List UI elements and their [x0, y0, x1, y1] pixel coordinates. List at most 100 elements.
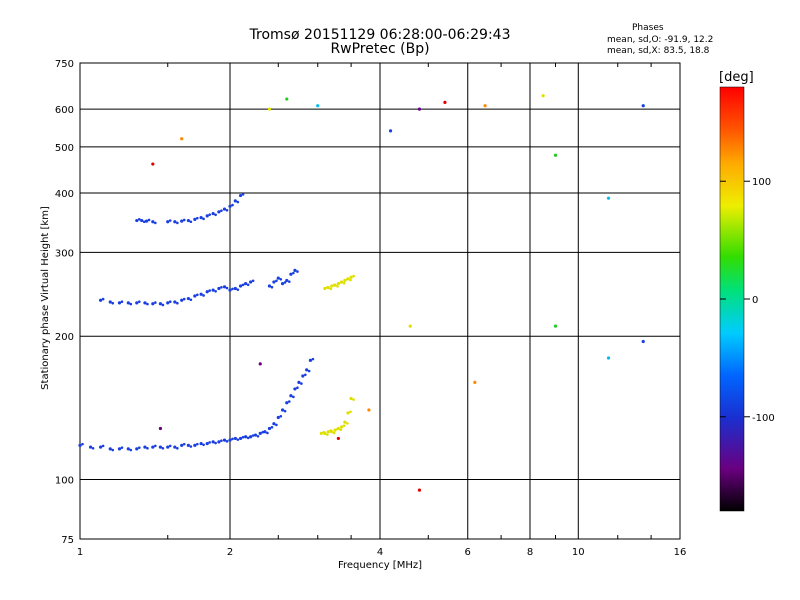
data-point	[81, 442, 84, 446]
data-point	[342, 281, 346, 285]
data-point	[483, 104, 487, 108]
data-point	[111, 448, 115, 452]
data-point	[166, 301, 170, 305]
data-point	[283, 281, 287, 284]
data-point	[236, 288, 240, 291]
data-point	[238, 193, 243, 198]
data-point	[205, 290, 209, 294]
data-point	[186, 296, 190, 301]
data-point	[146, 302, 149, 306]
data-point	[101, 444, 105, 448]
data-point	[117, 447, 122, 451]
data-point	[140, 218, 144, 223]
data-point	[225, 440, 229, 443]
data-point	[231, 437, 234, 441]
data-point	[144, 219, 149, 223]
data-point	[126, 301, 130, 305]
colorbar: 100 0 -100	[719, 86, 775, 512]
data-point	[336, 436, 340, 441]
data-point	[146, 446, 149, 450]
data-point	[225, 208, 229, 212]
data-point	[222, 207, 227, 211]
data-point	[205, 441, 209, 446]
data-point	[189, 220, 193, 224]
data-point	[120, 446, 124, 449]
data-point	[189, 298, 193, 302]
data-point	[417, 107, 422, 111]
data-point	[289, 394, 293, 398]
data-point	[443, 100, 447, 104]
data-point	[173, 445, 177, 449]
y-axis-label: Stationary phase Virtual Height [km]	[40, 206, 51, 390]
data-point	[196, 293, 199, 297]
data-point	[228, 204, 232, 208]
data-point	[285, 97, 289, 101]
data-point	[267, 107, 272, 111]
data-point	[202, 294, 205, 297]
data-point	[258, 362, 262, 366]
data-point	[233, 199, 237, 203]
data-point	[279, 414, 283, 418]
data-point	[246, 283, 250, 287]
data-point	[301, 374, 305, 378]
data-point	[161, 446, 165, 450]
data-point	[333, 283, 337, 287]
data-point	[330, 284, 334, 288]
y-tick-label: 200	[55, 332, 74, 343]
data-point	[408, 324, 412, 328]
data-point	[137, 218, 141, 221]
data-point	[220, 285, 223, 289]
data-point	[236, 200, 240, 204]
y-tick-label: 600	[55, 105, 74, 116]
data-point	[296, 270, 299, 273]
data-point	[473, 380, 477, 384]
data-point	[166, 220, 170, 224]
data-points	[78, 94, 645, 492]
data-point	[241, 193, 245, 196]
data-point	[158, 426, 163, 431]
y-tick-label: 75	[61, 535, 74, 546]
data-point	[214, 290, 217, 293]
data-point	[151, 302, 155, 306]
data-point	[285, 278, 289, 283]
data-point	[154, 301, 157, 304]
data-point	[287, 400, 291, 403]
data-point	[238, 436, 243, 441]
data-point	[154, 221, 157, 225]
data-point	[129, 302, 133, 306]
data-point	[280, 281, 285, 286]
data-point	[231, 287, 234, 291]
data-point	[330, 430, 334, 434]
data-point	[220, 439, 223, 442]
data-point	[208, 213, 211, 216]
data-point	[272, 280, 276, 284]
data-point	[217, 210, 221, 214]
data-point	[326, 430, 330, 434]
data-point	[279, 277, 283, 281]
data-point	[276, 276, 280, 280]
data-point	[352, 274, 355, 278]
data-point	[553, 153, 558, 157]
data-point	[173, 220, 177, 224]
data-point	[241, 283, 245, 287]
data-point	[253, 433, 258, 437]
phases-x-stats: mean, sd,X: 83.5, 18.8	[607, 46, 710, 56]
colorbar-unit: [deg]	[719, 70, 754, 85]
data-point	[151, 445, 155, 449]
data-point	[78, 443, 82, 447]
y-tick-label: 500	[55, 143, 74, 154]
data-point	[180, 137, 184, 141]
data-point	[231, 203, 234, 207]
data-point	[343, 420, 347, 424]
data-point	[606, 196, 611, 200]
data-point	[199, 292, 203, 296]
data-point	[205, 214, 209, 218]
data-point	[304, 373, 307, 377]
data-point	[541, 94, 545, 98]
data-point	[287, 280, 291, 283]
data-point	[161, 303, 165, 307]
data-point	[154, 444, 157, 448]
data-point	[151, 162, 155, 166]
data-point	[196, 442, 199, 446]
x-tick-label: 10	[572, 547, 585, 558]
